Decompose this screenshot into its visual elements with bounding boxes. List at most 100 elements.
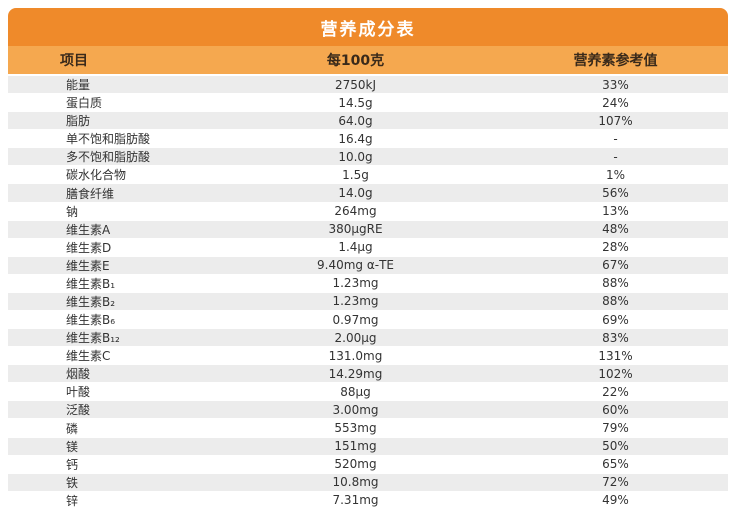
table-row: 维生素B₂ 1.23mg 88% [8,292,728,312]
table-cell: 1.23mg [332,294,379,309]
table-cell: 膳食纤维 [66,186,115,201]
table-cell: 64.0g [338,113,373,128]
table-body: 能量 2750kJ 33% 蛋白质 14.5g 24% 脂肪 64.0g 107% 单不饱和脂肪酸… [8,76,728,510]
header-cell: 项目 [60,53,88,69]
table-cell: 维生素A [66,222,111,237]
table-row: 碳水化合物 1.5g 1% [8,166,728,185]
table-cell: 151mg [334,439,377,454]
table-cell: 24% [602,95,629,110]
table-cell: 13% [602,204,629,219]
table-row: 磷 553mg 79% [8,419,728,438]
table-cell: 69% [602,312,629,327]
table-cell: 2750kJ [334,77,377,92]
table-cell: 1.5g [342,167,369,182]
table-cell: 9.40mg α-TE [317,258,394,273]
header-cell: 每100克 [326,53,385,69]
table-row: 维生素A 380μgRE 48% [8,220,728,239]
table-cell: 1.4μg [338,240,373,255]
table-cell: 131.0mg [328,348,383,363]
table-cell: 多不饱和脂肪酸 [66,150,151,165]
table-cell: 10.8mg [332,475,379,490]
table-cell: 102% [598,366,633,381]
table-row: 维生素B₁ 1.23mg 88% [8,275,728,293]
table-row: 钙 520mg 65% [8,456,728,474]
table-row: 维生素B₆ 0.97mg 69% [8,311,728,330]
table-cell: 60% [602,402,629,417]
table-cell: 镁 [66,439,79,454]
table-cell: 14.29mg [328,366,383,381]
table-cell: 维生素C [66,349,111,364]
table-row: 能量 2750kJ 33% [8,76,728,95]
table-row: 单不饱和脂肪酸 16.4g - [8,130,728,149]
table-cell: 锌 [66,493,79,508]
table-cell: 14.0g [338,186,373,200]
table-cell: 22% [602,384,629,399]
table-cell: 碳水化合物 [66,168,127,183]
table-cell: 叶酸 [66,385,91,400]
table-cell: 烟酸 [66,367,91,382]
table-row: 维生素C 131.0mg 131% [8,347,728,366]
table-row: 脂肪 64.0g 107% [8,112,728,131]
table-cell: 维生素E [66,258,110,273]
table-cell: 65% [602,457,629,472]
table-cell: 380μgRE [328,222,383,237]
table-cell: 88μg [340,384,371,399]
table-cell: 16.4g [338,131,373,146]
table-cell: 能量 [66,78,91,93]
table-cell: 520mg [334,457,377,472]
table-cell: 14.5g [338,95,373,110]
nutrition-table: 营养成分表 项目 每100克 营养素参考值 能量 2750kJ 33% 蛋白质 14.5… [8,8,728,510]
table-cell: 3.00mg [332,402,379,417]
table-cell: 泛酸 [66,403,91,418]
table-cell: 2.00μg [334,330,377,345]
table-cell: 7.31mg [332,493,379,508]
table-row: 泛酸 3.00mg 60% [8,401,728,420]
table-row: 维生素D 1.4μg 28% [8,239,728,257]
table-row: 烟酸 14.29mg 102% [8,365,728,384]
table-row: 多不饱和脂肪酸 10.0g - [8,148,728,167]
table-cell: 56% [602,186,629,200]
table-cell: 磷 [66,421,79,436]
table-cell: 553mg [334,421,377,436]
table-cell: 维生素B₆ [66,313,116,328]
table-row: 维生素E 9.40mg α-TE 67% [8,256,728,275]
table-cell: - [613,149,618,164]
table-cell: 49% [602,493,629,508]
table-row: 维生素B₁₂ 2.00μg 83% [8,329,728,348]
table-cell: 33% [602,77,629,92]
table-cell: 83% [602,330,629,345]
table-title: 营养成分表 [8,8,728,46]
table-cell: 67% [602,258,629,273]
table-cell: 88% [602,294,629,309]
table-cell: 单不饱和脂肪酸 [66,132,151,147]
table-cell: 维生素B₁₂ [66,331,120,346]
table-row: 镁 151mg 50% [8,437,728,456]
table-cell: 107% [598,113,633,128]
table-cell: 10.0g [338,149,373,164]
table-cell: 264mg [334,204,377,219]
table-cell: 79% [602,421,629,436]
table-row: 叶酸 88μg 22% [8,383,728,402]
table-row: 膳食纤维 14.0g 56% [8,184,728,203]
table-cell: 1% [605,167,626,182]
table-row: 铁 10.8mg 72% [8,473,728,492]
header-row: 项目 每100克 营养素参考值 [8,46,728,74]
table-cell: 50% [602,439,629,454]
table-row: 蛋白质 14.5g 24% [8,94,728,113]
table-cell: 48% [602,222,629,237]
table-cell: 88% [602,276,629,291]
table-row: 钠 264mg 13% [8,203,728,221]
table-cell: 钙 [66,457,79,472]
table-cell: 维生素B₁ [66,276,116,291]
table-cell: 铁 [66,475,79,490]
table-cell: 72% [602,475,629,490]
table-cell: 维生素D [66,240,112,255]
table-cell: 131% [598,348,633,363]
table-cell: 蛋白质 [66,96,103,111]
table-cell: - [613,131,618,146]
table-cell: 维生素B₂ [66,294,116,309]
table-cell: 28% [602,240,629,255]
header-cell: 营养素参考值 [573,53,658,69]
table-cell: 钠 [66,204,79,219]
